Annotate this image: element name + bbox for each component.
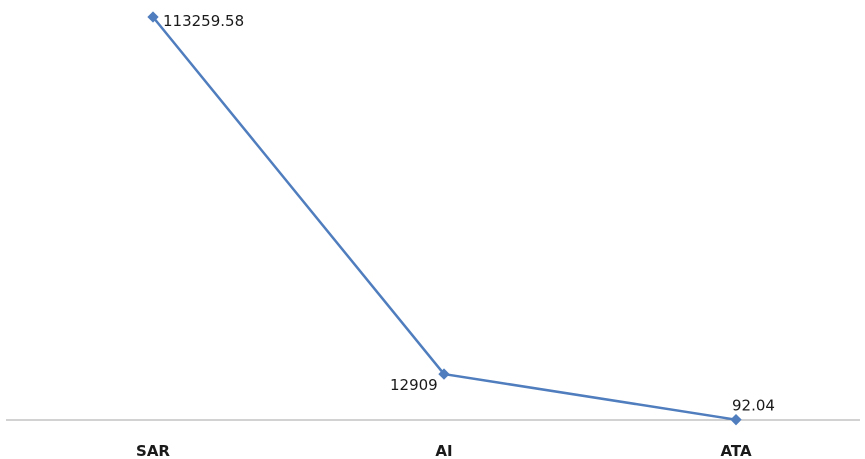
x-tick-label-group: SAR AI ATA (136, 442, 752, 459)
data-label-ata: 92.04 (732, 397, 775, 415)
data-label-sar: 113259.58 (163, 12, 244, 30)
data-point-marker-ai (438, 368, 450, 380)
x-tick-label-sar: SAR (136, 442, 170, 459)
data-label-group: 113259.58 12909 92.04 (163, 12, 775, 415)
data-point-marker-ata (730, 414, 742, 426)
x-tick-label-ai: AI (435, 442, 452, 459)
data-label-ai: 12909 (390, 376, 438, 394)
x-tick-label-ata: ATA (720, 442, 752, 459)
series-line (152, 16, 737, 421)
marker-group (147, 11, 742, 426)
